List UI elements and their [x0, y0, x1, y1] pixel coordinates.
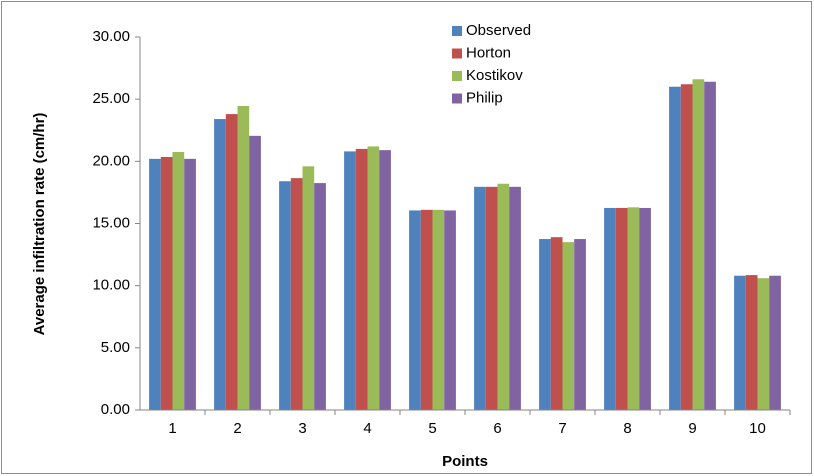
bar: [314, 183, 326, 410]
x-tick-label: 1: [168, 420, 176, 437]
bar: [160, 156, 173, 410]
bar: [639, 207, 651, 410]
bar: [509, 186, 521, 410]
bar: [344, 151, 356, 411]
y-tick-label: 20.00: [92, 152, 130, 169]
bar: [225, 114, 238, 410]
y-tick-label: 5.00: [101, 339, 130, 356]
y-axis-label: Average infiltration rate (cm/hr): [31, 113, 48, 336]
y-tick-label: 0.00: [101, 401, 130, 418]
bar: [627, 207, 640, 410]
bar: [704, 81, 716, 410]
bar: [149, 158, 161, 410]
bar: [615, 207, 628, 410]
bar: [172, 152, 185, 410]
bar: [497, 183, 510, 410]
bar: [669, 86, 681, 410]
y-tick-label: 30.00: [92, 28, 130, 45]
x-tick-label: 7: [558, 420, 566, 437]
x-tick-label: 4: [363, 420, 371, 437]
bar: [745, 275, 758, 410]
bar: [757, 278, 770, 410]
bar: [574, 239, 586, 410]
legend-label: Observed: [466, 22, 531, 39]
bar: [237, 106, 250, 410]
bar: [562, 242, 575, 410]
bar: [444, 210, 456, 410]
legend-swatch: [452, 93, 462, 104]
bar: [214, 119, 226, 410]
bar: [539, 239, 551, 410]
bar: [367, 146, 380, 410]
x-tick-label: 5: [428, 420, 436, 437]
x-tick-label: 9: [688, 420, 696, 437]
bar: [249, 135, 261, 410]
x-axis-label: Points: [442, 453, 488, 470]
legend-swatch: [452, 48, 462, 59]
bar: [474, 186, 486, 410]
x-tick-label: 6: [493, 420, 501, 437]
bar: [409, 210, 421, 410]
legend-label: Horton: [466, 44, 511, 61]
bar: [734, 275, 746, 410]
y-tick-label: 15.00: [92, 214, 130, 231]
x-tick-label: 10: [749, 420, 766, 437]
bar: [692, 79, 705, 411]
y-tick-label: 10.00: [92, 277, 130, 294]
legend-swatch: [452, 26, 462, 36]
bar: [485, 186, 498, 410]
bar: [279, 181, 291, 410]
bar: [432, 209, 445, 410]
bar: [379, 150, 391, 411]
bar: [184, 158, 196, 410]
bar: [420, 209, 433, 410]
bar: [769, 275, 781, 410]
bar: [550, 237, 563, 410]
legend-swatch: [452, 71, 462, 81]
bar: [302, 166, 315, 410]
bar: [604, 207, 616, 410]
x-tick-label: 2: [233, 420, 241, 437]
x-tick-label: 8: [623, 420, 631, 437]
legend-label: Philip: [466, 89, 503, 106]
legend-label: Kostikov: [466, 67, 523, 84]
bar: [355, 148, 368, 410]
bar: [290, 178, 303, 410]
y-tick-label: 25.00: [92, 90, 130, 107]
bar: [680, 84, 693, 410]
x-tick-label: 3: [298, 420, 306, 437]
